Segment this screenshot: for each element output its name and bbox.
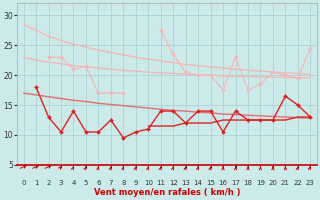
X-axis label: Vent moyen/en rafales ( km/h ): Vent moyen/en rafales ( km/h ) bbox=[94, 188, 240, 197]
